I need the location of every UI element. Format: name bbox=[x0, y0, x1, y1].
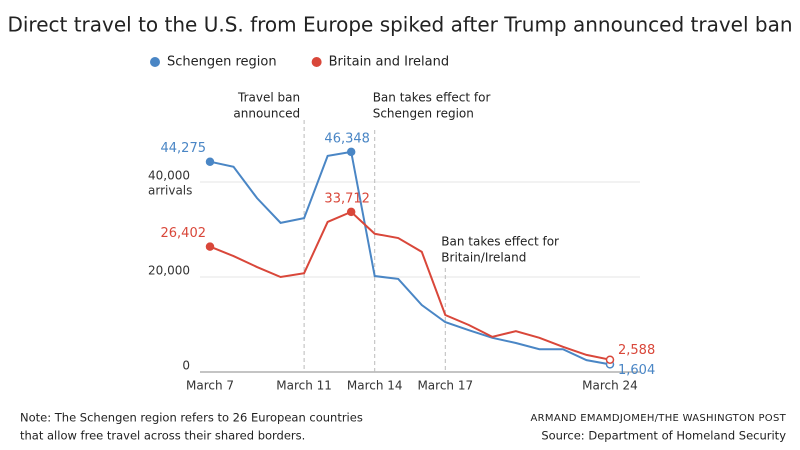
value-label: 26,402 bbox=[161, 226, 207, 241]
note-line: Note: The Schengen region refers to 26 E… bbox=[20, 411, 363, 425]
series-line bbox=[209, 150, 611, 366]
legend-label: Schengen region bbox=[167, 55, 277, 70]
point-marker bbox=[205, 157, 215, 166]
value-label: 33,712 bbox=[324, 191, 370, 206]
legend-swatch bbox=[311, 57, 322, 67]
x-tick-label: March 24 bbox=[582, 379, 638, 393]
y-tick-label: 20,000 bbox=[148, 264, 190, 278]
annotation-text: Travel ban bbox=[237, 91, 300, 105]
value-label: 44,275 bbox=[161, 141, 207, 156]
x-tick-label: March 17 bbox=[417, 379, 473, 393]
point-marker bbox=[605, 355, 615, 364]
point-marker bbox=[205, 242, 215, 251]
value-label: 46,348 bbox=[324, 131, 370, 146]
value-label: 1,604 bbox=[618, 363, 655, 378]
annotation-text: Britain/Ireland bbox=[441, 251, 526, 265]
y-unit-label: arrivals bbox=[148, 184, 192, 198]
series-line bbox=[209, 210, 611, 361]
source: Source: Department of Homeland Security bbox=[541, 429, 786, 443]
legend-label: Britain and Ireland bbox=[329, 55, 449, 70]
annotation-text: Ban takes effect for bbox=[373, 91, 491, 105]
annotation-text: announced bbox=[233, 107, 300, 121]
annotation-text: Schengen region bbox=[373, 107, 474, 121]
y-tick-label: 0 bbox=[182, 359, 190, 373]
x-tick-label: March 11 bbox=[276, 379, 332, 393]
point-marker bbox=[346, 207, 356, 217]
value-label: 2,588 bbox=[618, 343, 655, 358]
chart-title: Direct travel to the U.S. from Europe sp… bbox=[7, 13, 792, 37]
x-tick-label: March 14 bbox=[347, 379, 403, 393]
annotation-text: Ban takes effect for bbox=[441, 235, 559, 249]
legend-swatch bbox=[150, 57, 160, 67]
point-marker bbox=[346, 147, 356, 157]
y-tick-label: 40,000 bbox=[148, 169, 190, 183]
note-line: that allow free travel across their shar… bbox=[20, 429, 305, 443]
x-tick-label: March 7 bbox=[186, 379, 234, 393]
credit: ARMAND EMAMDJOMEH/THE WASHINGTON POST bbox=[531, 413, 787, 424]
